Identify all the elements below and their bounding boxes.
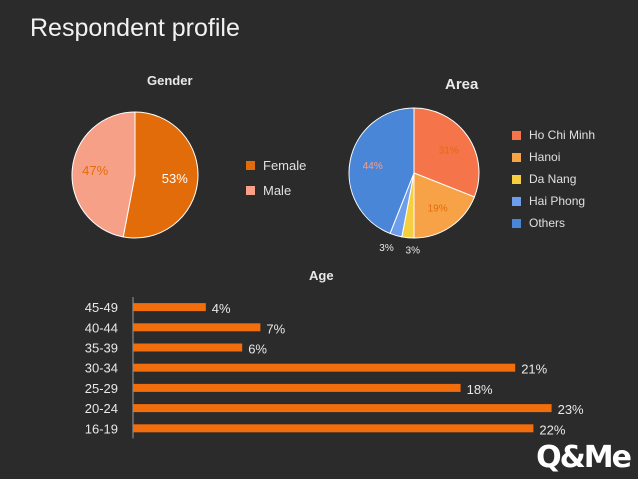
gender-legend-item-female: Female bbox=[246, 153, 306, 178]
age-bar-20-24 bbox=[133, 404, 552, 413]
age-tick-20-24: 20-24 bbox=[85, 401, 118, 416]
age-bar-25-29 bbox=[133, 383, 461, 392]
gender-slice-male bbox=[71, 111, 136, 238]
area-legend-swatch bbox=[512, 152, 521, 162]
age-bar-16-19 bbox=[133, 424, 534, 433]
area-legend-item-hai-phong: Hai Phong bbox=[512, 190, 595, 212]
area-chart-title: Area bbox=[445, 76, 479, 93]
age-value-label-35-39: 6% bbox=[248, 342, 267, 357]
age-value-label-25-29: 18% bbox=[467, 382, 493, 397]
age-value-label-16-19: 22% bbox=[539, 422, 565, 437]
age-tick-40-44: 40-44 bbox=[85, 320, 118, 335]
area-legend-label: Ho Chi Minh bbox=[529, 128, 596, 142]
area-legend-label: Hai Phong bbox=[529, 194, 586, 208]
age-tick-30-34: 30-34 bbox=[85, 361, 118, 376]
age-bar-30-34 bbox=[133, 363, 516, 372]
gender-legend-label: Male bbox=[263, 183, 292, 198]
gender-legend-swatch bbox=[246, 186, 255, 195]
gender-legend-swatch bbox=[246, 161, 255, 170]
gender-slice-female bbox=[122, 111, 199, 239]
age-bar-35-39 bbox=[133, 343, 243, 352]
age-value-label-20-24: 23% bbox=[558, 402, 584, 417]
age-chart-title: Age bbox=[309, 268, 334, 283]
area-label-hanoi: 19% bbox=[428, 204, 448, 215]
age-value-label-45-49: 4% bbox=[212, 301, 231, 316]
area-legend-swatch bbox=[512, 174, 521, 184]
page-title: Respondent profile bbox=[30, 14, 240, 42]
qme-logo: Q&Me bbox=[536, 440, 632, 475]
area-legend-swatch bbox=[512, 218, 521, 228]
area-legend-item-others: Others bbox=[512, 212, 595, 234]
area-legend: Ho Chi Minh Hanoi Da Nang Hai Phong Others bbox=[512, 124, 595, 234]
area-label-others: 44% bbox=[363, 161, 383, 172]
age-tick-35-39: 35-39 bbox=[85, 341, 118, 356]
area-legend-label: Da Nang bbox=[529, 172, 577, 186]
area-label-ho-chi-minh: 31% bbox=[439, 145, 459, 156]
gender-chart-title: Gender bbox=[147, 73, 193, 88]
age-bar-40-44 bbox=[133, 323, 261, 332]
area-slice-hanoi bbox=[413, 172, 476, 239]
age-bar-45-49 bbox=[133, 303, 206, 312]
age-value-label-30-34: 21% bbox=[521, 362, 547, 377]
age-tick-16-19: 16-19 bbox=[85, 421, 118, 436]
area-legend-swatch bbox=[512, 130, 521, 140]
area-label-da-nang: 3% bbox=[406, 246, 421, 257]
gender-label-male: 47% bbox=[82, 163, 108, 178]
area-slice-others bbox=[348, 107, 415, 235]
area-legend-item-hanoi: Hanoi bbox=[512, 146, 595, 168]
area-label-hai-phong: 3% bbox=[379, 243, 394, 254]
area-legend-item-da-nang: Da Nang bbox=[512, 168, 595, 190]
area-legend-item-ho-chi-minh: Ho Chi Minh bbox=[512, 124, 595, 146]
area-legend-swatch bbox=[512, 196, 521, 206]
age-tick-45-49: 45-49 bbox=[85, 300, 118, 315]
age-value-label-40-44: 7% bbox=[266, 321, 285, 336]
gender-legend: Female Male bbox=[246, 153, 306, 203]
gender-label-female: 53% bbox=[162, 171, 188, 186]
area-legend-label: Others bbox=[529, 216, 566, 230]
area-slice-ho-chi-minh bbox=[413, 107, 480, 198]
age-tick-25-29: 25-29 bbox=[85, 381, 118, 396]
gender-legend-label: Female bbox=[263, 158, 307, 173]
area-legend-label: Hanoi bbox=[529, 150, 561, 164]
gender-legend-item-male: Male bbox=[246, 178, 306, 203]
